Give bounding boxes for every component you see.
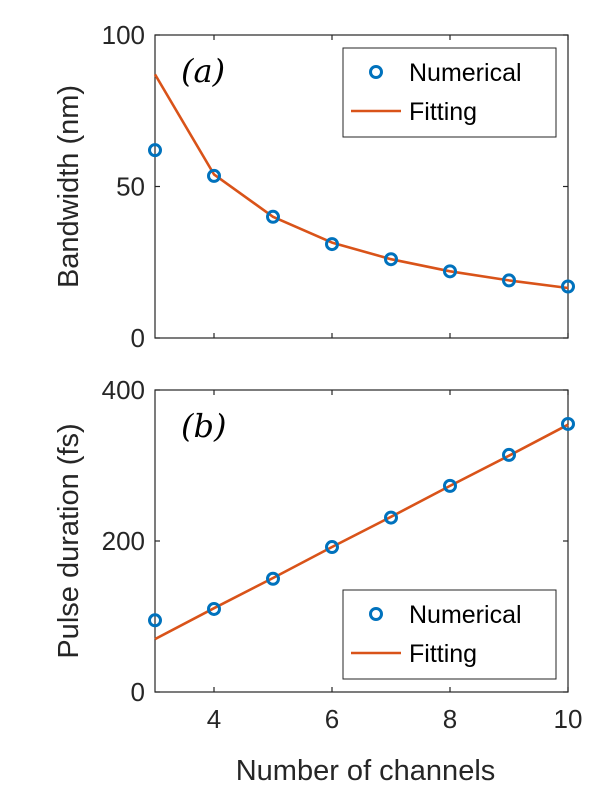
- y-tick-label: 0: [131, 677, 145, 707]
- x-tick-label: 6: [325, 704, 339, 734]
- x-axis-label: Number of channels: [236, 755, 496, 787]
- numerical-point: [325, 237, 339, 252]
- panel-b: 0 200 400 4 6 8 10 Pulse duration (fs) Number of…: [53, 375, 582, 787]
- numerical-point: [207, 168, 221, 183]
- numerical-point: [502, 273, 516, 288]
- panel-label: (a): [181, 52, 225, 90]
- legend: Numerical Fitting: [342, 47, 557, 138]
- x-tick-label: 10: [554, 704, 583, 734]
- y-tick-label: 100: [102, 20, 145, 50]
- numerical-point: [207, 601, 221, 616]
- legend-marker-numerical: [369, 65, 383, 79]
- y-axis-label: Bandwidth (nm): [53, 85, 85, 288]
- legend-label-fitting: Fitting: [409, 640, 477, 668]
- legend: Numerical Fitting: [342, 589, 557, 680]
- numerical-point: [266, 571, 280, 586]
- legend-marker-numerical: [369, 607, 383, 621]
- y-axis-label: Pulse duration (fs): [53, 423, 85, 658]
- numerical-point: [561, 416, 575, 431]
- fitting-line: [153, 73, 569, 290]
- numerical-point: [384, 252, 398, 267]
- y-tick-label: 50: [116, 172, 145, 202]
- numerical-point: [443, 264, 457, 279]
- numerical-point: [384, 510, 398, 525]
- legend-label-fitting: Fitting: [409, 98, 477, 126]
- numerical-point: [443, 478, 457, 493]
- panel-a: 0 50 100 Bandwidth (nm) (a) Numerical Fitting: [53, 20, 575, 353]
- y-tick-label: 400: [102, 375, 145, 405]
- y-tick-label: 0: [131, 323, 145, 353]
- y-tick-label: 200: [102, 526, 145, 556]
- numerical-point: [148, 143, 162, 158]
- legend-label-numerical: Numerical: [409, 59, 522, 87]
- x-tick-label: 4: [207, 704, 221, 734]
- legend-box: [342, 47, 557, 138]
- legend-box: [342, 589, 557, 680]
- panel-label: (b): [181, 407, 226, 445]
- numerical-point: [561, 279, 575, 294]
- numerical-point: [266, 209, 280, 224]
- legend-label-numerical: Numerical: [409, 601, 522, 629]
- numerical-point: [148, 613, 162, 628]
- fitting-line: [154, 423, 569, 641]
- x-tick-label: 8: [443, 704, 457, 734]
- numerical-point: [502, 447, 516, 462]
- numerical-point: [325, 540, 339, 555]
